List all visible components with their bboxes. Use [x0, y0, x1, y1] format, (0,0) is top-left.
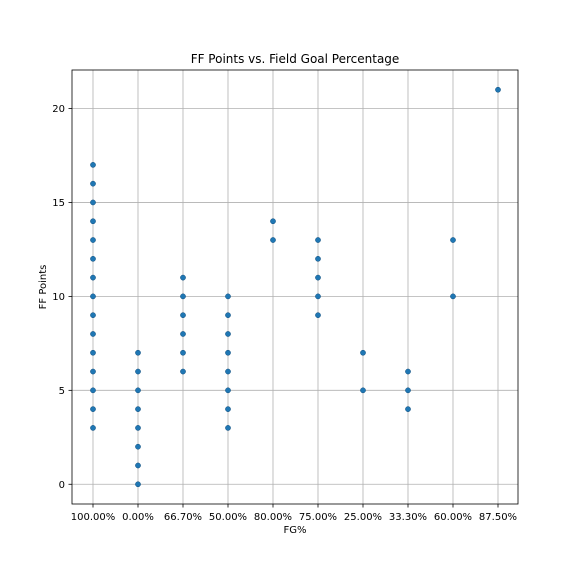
scatter-point	[90, 162, 96, 168]
grid-lines	[72, 70, 518, 504]
scatter-point	[90, 387, 96, 394]
plot-frame	[71, 69, 519, 505]
scatter-point	[90, 199, 96, 206]
x-tick-label: 50.00%	[209, 512, 247, 523]
scatter-point	[450, 237, 456, 243]
scatter-point	[360, 349, 366, 356]
x-tick-label: 66.70%	[164, 512, 202, 523]
scatter-point	[135, 425, 141, 431]
scatter-point	[135, 443, 141, 450]
scatter-point	[270, 218, 276, 225]
y-tick-label: 5	[59, 386, 65, 397]
x-tick-label: 25.00%	[344, 512, 382, 523]
scatter-point	[180, 349, 186, 356]
scatter-point	[180, 331, 186, 337]
x-tick-label: 0.00%	[122, 512, 154, 523]
y-axis-ticks: 0 5 10 15 20	[52, 104, 72, 491]
y-tick-label: 20	[52, 104, 65, 115]
scatter-point	[225, 387, 231, 394]
scatter-point	[270, 237, 276, 243]
chart-title: FF Points vs. Field Goal Percentage	[191, 52, 400, 66]
scatter-point	[90, 425, 96, 431]
y-tick-label: 0	[59, 480, 65, 491]
x-tick-label: 80.00%	[254, 512, 292, 523]
scatter-point	[180, 368, 186, 375]
scatter-point	[90, 331, 96, 337]
scatter-point	[495, 86, 501, 93]
scatter-point	[90, 180, 96, 187]
scatter-point	[180, 274, 186, 281]
scatter-point	[180, 312, 186, 319]
scatter-point	[225, 425, 231, 431]
x-tick-label: 33.30%	[389, 512, 427, 523]
scatter-point	[135, 406, 141, 412]
data-points	[90, 86, 501, 488]
scatter-point	[135, 368, 141, 375]
scatter-point	[135, 387, 141, 394]
scatter-point	[315, 237, 321, 243]
x-tick-label: 60.00%	[434, 512, 472, 523]
y-axis-label: FF Points	[38, 265, 49, 310]
scatter-point	[90, 293, 96, 300]
scatter-point	[90, 218, 96, 225]
scatter-point	[135, 481, 141, 488]
scatter-point	[315, 274, 321, 281]
scatter-point	[90, 255, 96, 262]
scatter-point	[90, 312, 96, 319]
scatter-point	[180, 293, 186, 300]
scatter-point	[90, 349, 96, 356]
scatter-point	[225, 406, 231, 412]
y-tick-label: 10	[52, 292, 65, 303]
scatter-point	[450, 293, 456, 300]
x-axis-label: FG%	[283, 525, 306, 536]
scatter-point	[90, 274, 96, 281]
x-axis-ticks: 100.00% 0.00% 66.70% 50.00% 80.00% 75.00% 25.0…	[71, 504, 517, 523]
scatter-point	[225, 293, 231, 300]
scatter-point	[225, 312, 231, 319]
x-tick-label: 75.00%	[299, 512, 337, 523]
scatter-point	[90, 406, 96, 412]
scatter-point	[135, 349, 141, 356]
scatter-point	[405, 387, 411, 394]
x-tick-label: 87.50%	[479, 512, 517, 523]
scatter-point	[315, 255, 321, 262]
x-tick-label: 100.00%	[71, 512, 116, 523]
scatter-point	[360, 387, 366, 394]
scatter-point	[405, 406, 411, 412]
scatter-point	[90, 237, 96, 243]
scatter-point	[315, 293, 321, 300]
scatter-point	[90, 368, 96, 375]
scatter-point	[315, 312, 321, 319]
scatter-point	[225, 331, 231, 337]
scatter-point	[405, 368, 411, 375]
scatter-point	[135, 462, 141, 469]
scatter-point	[225, 349, 231, 356]
scatter-point	[225, 368, 231, 375]
y-tick-label: 15	[52, 198, 65, 209]
